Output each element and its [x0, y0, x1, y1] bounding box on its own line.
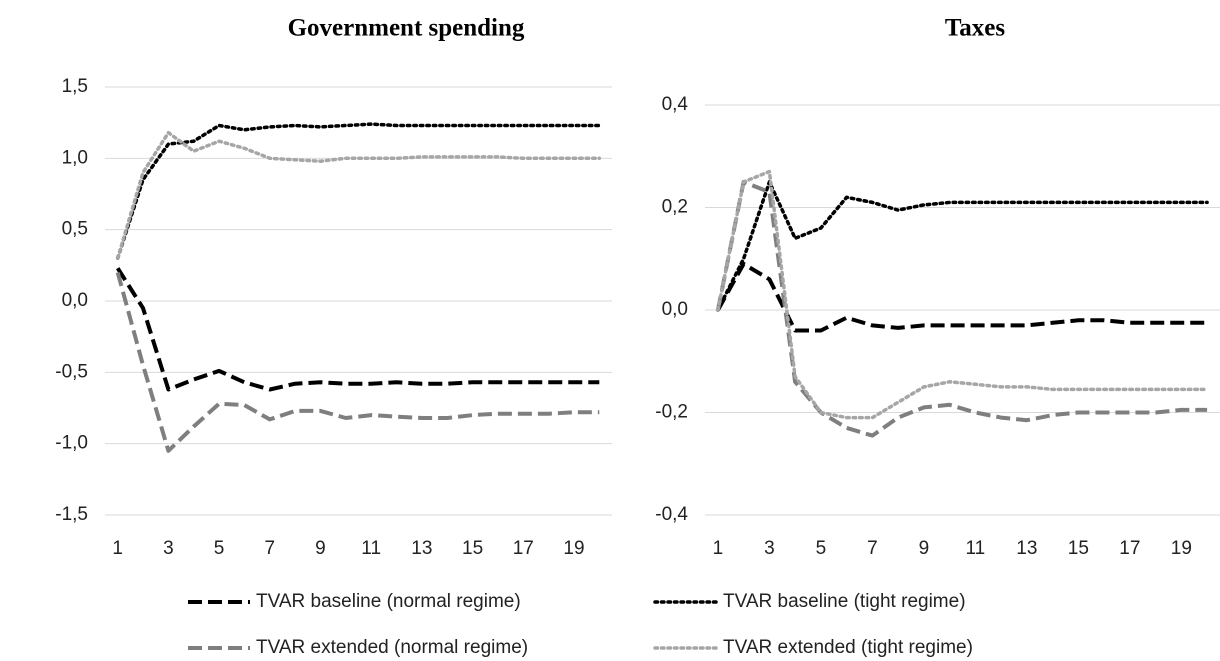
series-line — [115, 122, 602, 260]
y-tick-label: -1,0 — [55, 433, 88, 454]
series-line — [716, 261, 1208, 333]
x-tick-label: 13 — [411, 538, 432, 559]
x-tick-label: 11 — [966, 538, 986, 559]
x-tick-label: 5 — [816, 538, 827, 559]
x-tick-label: 1 — [112, 538, 123, 559]
x-tick-label: 3 — [764, 538, 775, 559]
series-line — [715, 179, 1208, 438]
x-tick-label: 17 — [513, 538, 534, 559]
x-tick-label: 9 — [315, 538, 326, 559]
chart-title: Taxes — [945, 15, 1005, 42]
x-tick-label: 11 — [361, 538, 381, 559]
y-tick-label: 0,0 — [62, 290, 88, 311]
x-tick-label: 9 — [919, 538, 930, 559]
x-tick-label: 1 — [713, 538, 724, 559]
series-line — [716, 169, 1209, 420]
x-tick-label: 7 — [264, 538, 275, 559]
y-tick-label: 0,2 — [662, 197, 688, 218]
x-tick-label: 7 — [867, 538, 878, 559]
y-tick-label: 0,5 — [62, 219, 88, 240]
legend-label: TVAR baseline (tight regime) — [723, 591, 966, 612]
x-tick-label: 3 — [163, 538, 174, 559]
y-tick-label: -1,5 — [55, 504, 88, 525]
x-tick-label: 15 — [1068, 538, 1089, 559]
legend-label: TVAR extended (normal regime) — [256, 637, 528, 658]
legend-label: TVAR baseline (normal regime) — [256, 591, 521, 612]
y-tick-label: -0,5 — [55, 361, 88, 382]
y-tick-label: 0,0 — [662, 299, 688, 320]
x-tick-label: 13 — [1016, 538, 1037, 559]
x-tick-label: 19 — [563, 538, 584, 559]
y-tick-label: 1,5 — [62, 76, 88, 97]
chart-title: Government spending — [288, 15, 525, 42]
x-tick-label: 15 — [462, 538, 483, 559]
legend-label: TVAR extended (tight regime) — [723, 637, 973, 658]
y-tick-label: -0,2 — [655, 402, 688, 423]
x-tick-label: 17 — [1119, 538, 1140, 559]
y-tick-label: 0,4 — [662, 94, 689, 115]
y-tick-label: -0,4 — [655, 504, 688, 525]
y-tick-label: 1,0 — [62, 147, 88, 168]
series-line — [115, 271, 600, 453]
x-tick-label: 19 — [1171, 538, 1192, 559]
x-tick-label: 5 — [214, 538, 225, 559]
series-line — [115, 130, 602, 260]
series-line — [116, 267, 600, 392]
series-line — [716, 180, 1209, 312]
